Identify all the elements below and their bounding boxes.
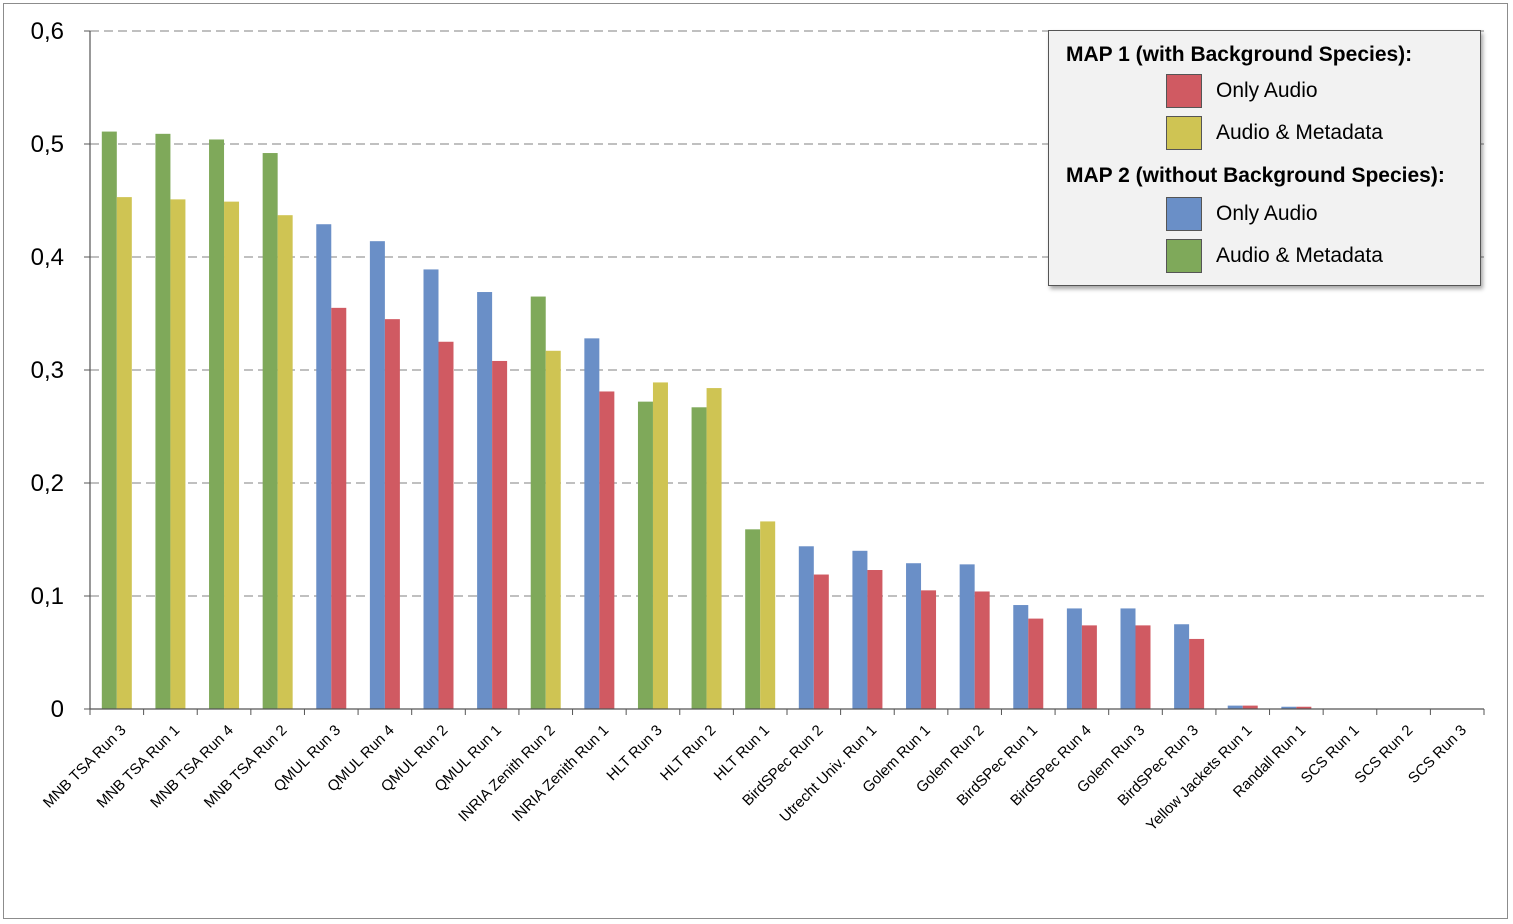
bar-map2-audio-metadata xyxy=(101,131,117,709)
bar-map1-only-audio xyxy=(813,574,829,709)
legend-label: Only Audio xyxy=(1216,79,1318,102)
bar-map1-only-audio xyxy=(599,391,615,709)
legend-map2-audio-metadata: Audio & Metadata xyxy=(1166,237,1383,275)
bar-map1-audio-metadata xyxy=(706,388,722,709)
bar-map2-only-audio xyxy=(852,550,868,709)
chart-legend: MAP 1 (with Background Species): Only Au… xyxy=(1048,30,1481,286)
bar-map1-only-audio xyxy=(1296,706,1312,709)
bar-map2-only-audio xyxy=(316,224,332,710)
legend-label: Audio & Metadata xyxy=(1216,244,1383,267)
bar-map1-audio-metadata xyxy=(545,350,561,709)
legend-swatch-map1-audio-metadata xyxy=(1166,116,1202,150)
bar-map1-audio-metadata xyxy=(170,199,186,709)
bar-map2-only-audio xyxy=(369,241,385,709)
bar-map2-audio-metadata xyxy=(637,401,653,709)
y-tick-label: 0,2 xyxy=(31,470,64,497)
x-tick-label: HLT Run 2 xyxy=(657,722,719,784)
y-tick-label: 0,6 xyxy=(31,18,64,45)
bar-map1-only-audio xyxy=(1081,625,1097,709)
x-tick-label: Utrecht Univ. Run 1 xyxy=(776,722,880,826)
bar-map1-only-audio xyxy=(1242,705,1258,709)
legend-swatch-map2-audio-metadata xyxy=(1166,239,1202,273)
bar-map1-only-audio xyxy=(384,319,400,709)
bar-map1-audio-metadata xyxy=(652,382,668,709)
bar-map2-audio-metadata xyxy=(530,296,546,709)
bar-map1-only-audio xyxy=(867,570,883,709)
bar-map1-only-audio xyxy=(1028,618,1044,709)
bar-map1-only-audio xyxy=(492,360,508,709)
axes xyxy=(84,30,1485,715)
bar-map1-audio-metadata xyxy=(116,197,132,710)
legend-label: Audio & Metadata xyxy=(1216,121,1383,144)
bar-map2-audio-metadata xyxy=(262,153,278,710)
bar-map2-only-audio xyxy=(906,563,922,709)
legend-map1-only-audio: Only Audio xyxy=(1166,72,1318,110)
x-tick-label: INRIA Zenith Run 2 xyxy=(455,722,558,825)
legend-swatch-map2-only-audio xyxy=(1166,197,1202,231)
legend-map2-title: MAP 2 (without Background Species): xyxy=(1066,164,1445,187)
bar-map1-audio-metadata xyxy=(277,215,293,709)
legend-swatch-map1-only-audio xyxy=(1166,74,1202,108)
bar-map1-only-audio xyxy=(974,591,990,709)
bar-map2-only-audio xyxy=(1227,705,1243,709)
y-tick-label: 0,3 xyxy=(31,357,64,384)
bar-map1-audio-metadata xyxy=(224,201,240,709)
bar-map2-only-audio xyxy=(798,546,814,709)
bar-map1-only-audio xyxy=(331,307,347,709)
bar-map2-only-audio xyxy=(1013,605,1029,709)
bar-map2-only-audio xyxy=(1174,624,1190,709)
bar-map1-only-audio xyxy=(1135,625,1151,709)
bar-map1-only-audio xyxy=(438,341,454,709)
bar-map2-only-audio xyxy=(959,564,975,709)
bar-map2-audio-metadata xyxy=(209,139,225,710)
bar-map2-only-audio xyxy=(584,338,600,709)
bar-map2-audio-metadata xyxy=(691,407,707,709)
bar-map1-audio-metadata xyxy=(760,521,776,709)
x-tick-label: SCS Run 3 xyxy=(1405,722,1470,787)
y-tick-label: 0,4 xyxy=(31,244,64,271)
bar-map2-audio-metadata xyxy=(745,529,761,709)
y-tick-label: 0 xyxy=(51,696,64,723)
y-tick-label: 0,5 xyxy=(31,131,64,158)
bar-map2-only-audio xyxy=(423,269,439,709)
y-tick-labels: 0 0,1 0,2 0,3 0,4 0,5 0,6 xyxy=(31,18,64,723)
bar-map2-audio-metadata xyxy=(155,133,171,709)
legend-map1-audio-metadata: Audio & Metadata xyxy=(1166,114,1383,152)
legend-map2-only-audio: Only Audio xyxy=(1166,195,1318,233)
x-tick-label: Yellow Jackets Run 1 xyxy=(1143,722,1255,834)
bar-map1-only-audio xyxy=(921,590,937,709)
bar-map2-only-audio xyxy=(477,292,493,709)
legend-map1-title: MAP 1 (with Background Species): xyxy=(1066,43,1413,66)
bars xyxy=(101,131,1312,710)
x-tick-label: HLT Run 3 xyxy=(603,722,665,784)
bar-map2-only-audio xyxy=(1281,706,1297,709)
x-tick-label: INRIA Zenith Run 1 xyxy=(509,722,612,825)
legend-label: Only Audio xyxy=(1216,202,1318,225)
bar-map2-only-audio xyxy=(1066,608,1082,709)
y-tick-label: 0,1 xyxy=(31,583,64,610)
bar-map2-only-audio xyxy=(1120,608,1136,709)
bar-map1-only-audio xyxy=(1189,638,1205,709)
